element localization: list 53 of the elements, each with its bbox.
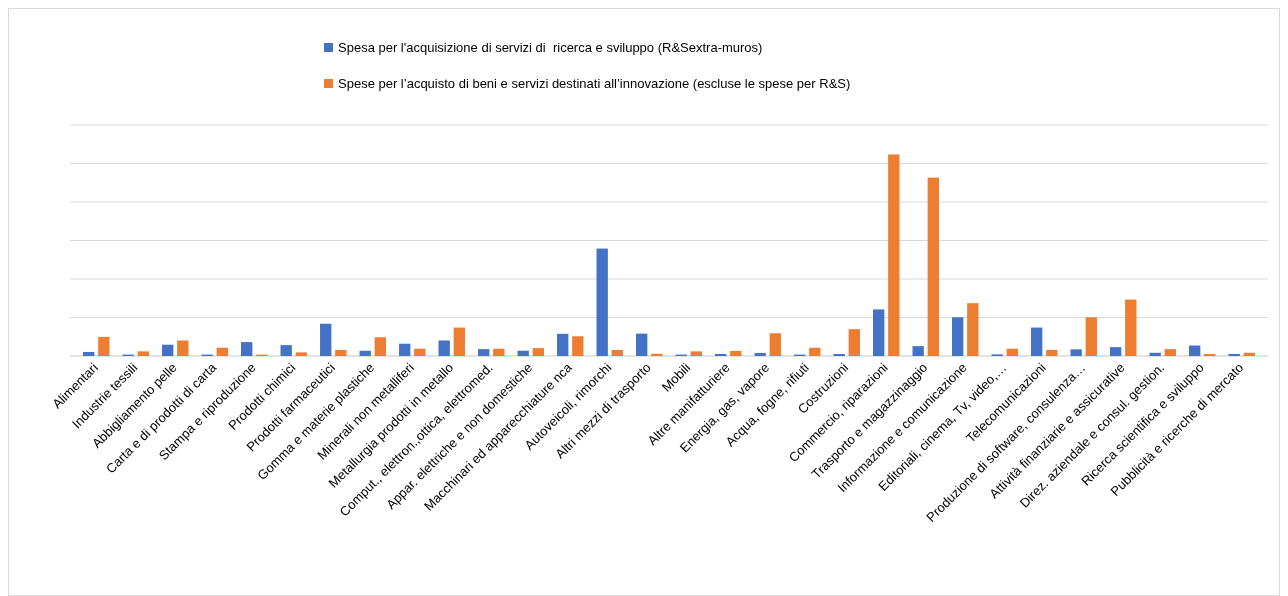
bar [438, 340, 450, 356]
bar [1125, 299, 1137, 356]
bar [532, 348, 544, 356]
bar [873, 309, 885, 356]
bar [1204, 353, 1216, 356]
bar [162, 344, 174, 356]
bar [1006, 348, 1018, 356]
bar [335, 349, 347, 356]
bar [833, 353, 845, 356]
bar [690, 351, 702, 356]
bar [572, 336, 584, 356]
bar [517, 350, 529, 356]
bar [359, 350, 371, 356]
bar [912, 346, 924, 356]
bar [493, 348, 505, 356]
bar [611, 349, 623, 356]
legend-label: Spesa per l'acquisizione di servizi di ricerca e sviluppo (R&Sextra-muros) [338, 40, 763, 56]
bar [769, 333, 781, 356]
bar [730, 350, 742, 356]
bar [399, 343, 411, 356]
bar [1110, 347, 1122, 356]
bar [295, 352, 307, 356]
bar [557, 333, 569, 356]
bar [1189, 345, 1201, 356]
bar [715, 353, 727, 356]
bar [216, 347, 228, 356]
bar [177, 340, 189, 356]
bar [1164, 349, 1176, 356]
bar [809, 347, 821, 356]
bar [137, 351, 149, 356]
bar [1228, 353, 1240, 356]
bar [478, 349, 490, 356]
bar [374, 337, 386, 356]
bar [453, 327, 465, 356]
bar [280, 345, 292, 356]
bar [952, 317, 964, 356]
bar [1085, 317, 1097, 356]
bar [754, 352, 766, 356]
bar [636, 333, 648, 356]
bar [241, 342, 253, 356]
bar [848, 329, 860, 356]
bar [596, 248, 608, 356]
bar [1046, 349, 1058, 356]
bar [1031, 327, 1043, 356]
bar [320, 323, 332, 356]
bar [414, 348, 426, 356]
bar [967, 303, 979, 356]
bar [888, 154, 900, 356]
bar [98, 336, 110, 356]
legend-label: Spese per l’acquisto di beni e servizi destinati all’innovazione (escluse le spese per R&S) [338, 76, 851, 92]
bar [927, 177, 939, 356]
bar [1070, 349, 1082, 356]
bar [83, 351, 95, 356]
